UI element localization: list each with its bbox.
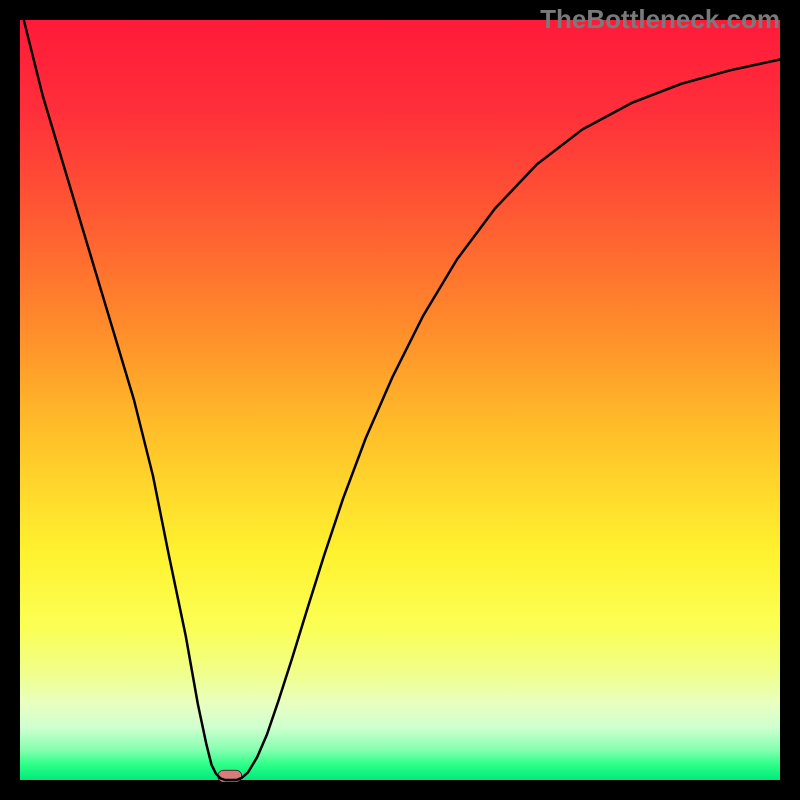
chart-container: TheBottleneck.com [0,0,800,800]
border-left [0,0,20,800]
border-bottom [0,780,800,800]
bottleneck-chart: TheBottleneck.com [0,0,800,800]
border-right [780,0,800,800]
watermark-text: TheBottleneck.com [540,4,780,34]
